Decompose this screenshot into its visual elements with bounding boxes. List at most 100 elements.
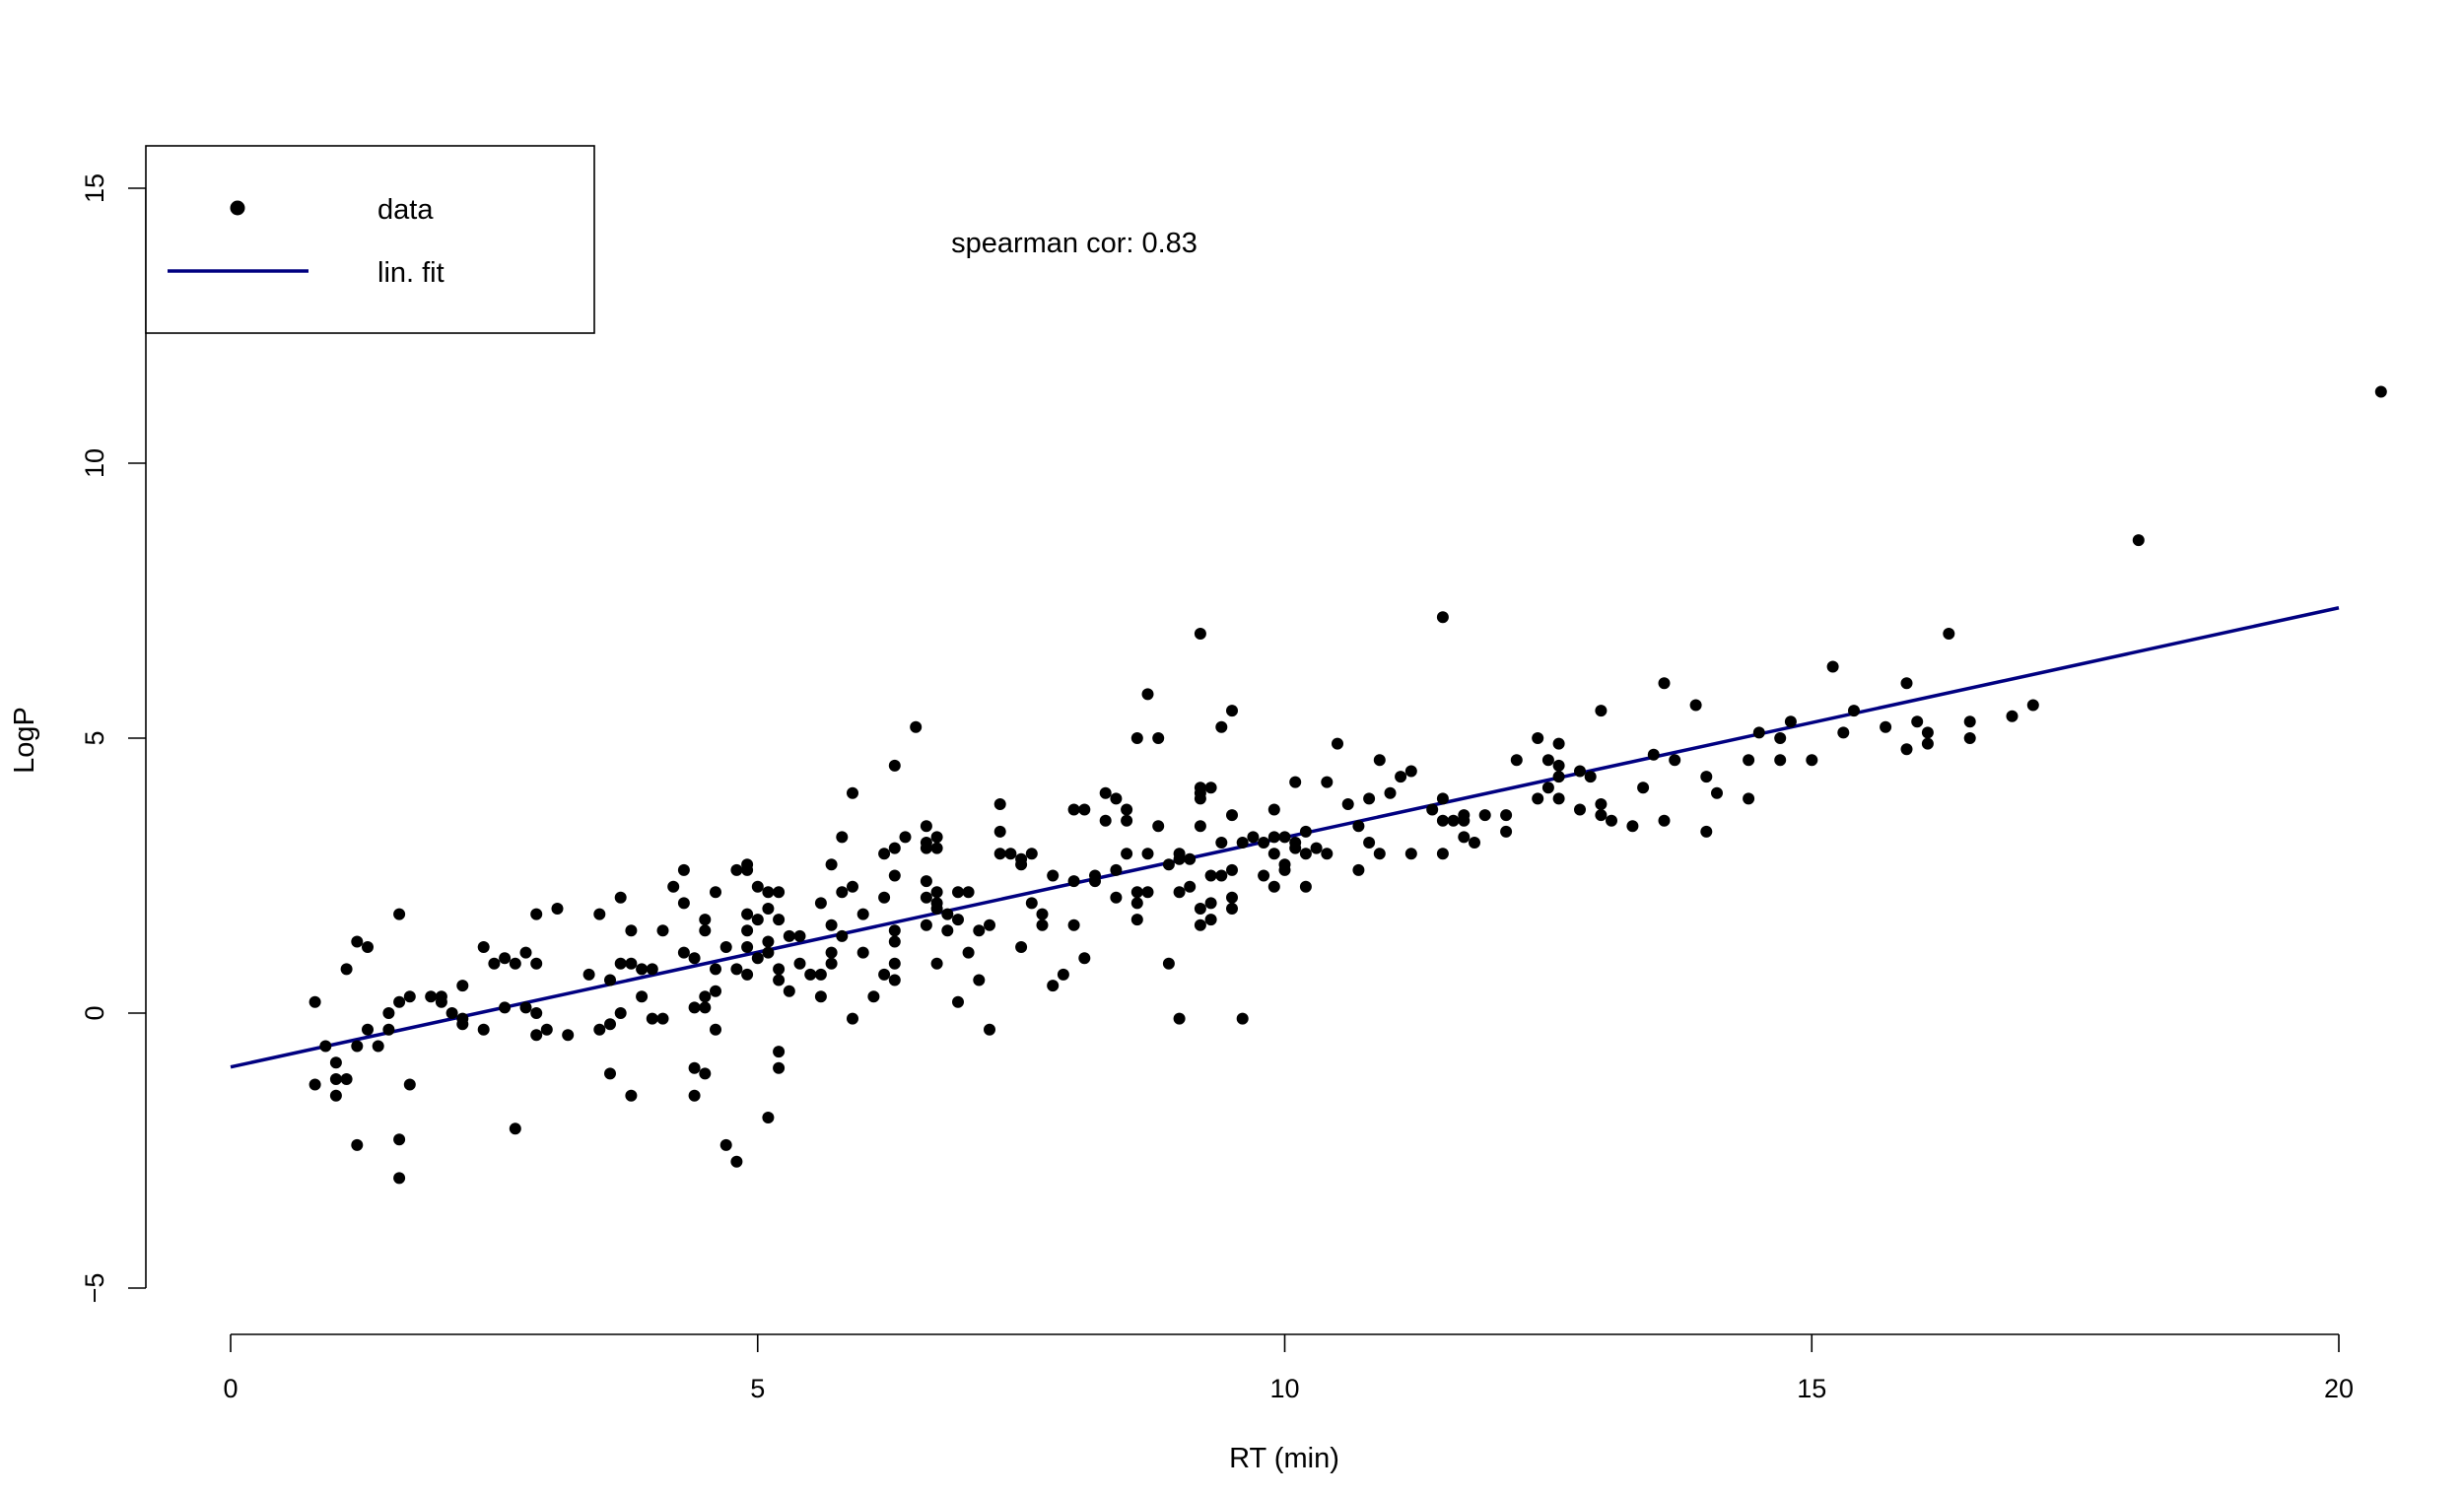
data-point: [1436, 848, 1449, 860]
data-point: [1711, 786, 1723, 799]
data-point: [530, 1029, 543, 1042]
data-point: [688, 1001, 701, 1014]
data-point: [762, 946, 775, 959]
data-point: [825, 957, 838, 970]
data-point: [1162, 858, 1175, 871]
data-point: [1025, 848, 1038, 860]
data-point: [847, 786, 858, 799]
data-point: [1341, 798, 1354, 810]
data-point: [1373, 848, 1386, 860]
data-point: [762, 1112, 775, 1123]
data-point: [403, 990, 416, 1003]
data-point: [614, 957, 627, 970]
data-point: [1215, 869, 1228, 882]
data-point: [1015, 941, 1028, 953]
data-point: [1204, 914, 1217, 926]
data-point: [636, 990, 649, 1003]
legend: data lin. fit: [145, 145, 595, 334]
data-point: [656, 1012, 669, 1025]
data-point: [1541, 782, 1554, 794]
data-point: [1743, 792, 1755, 805]
data-point: [1921, 737, 1934, 750]
data-point: [1204, 869, 1217, 882]
data-point: [1848, 705, 1860, 717]
data-point: [372, 1040, 384, 1053]
data-point: [688, 1089, 701, 1102]
data-point: [783, 985, 795, 997]
data-point: [1015, 858, 1028, 871]
data-point: [1943, 628, 1955, 640]
data-point: [856, 946, 869, 959]
data-point: [1194, 820, 1206, 833]
data-point: [1552, 792, 1565, 805]
legend-box: [145, 145, 595, 334]
data-point: [1584, 771, 1597, 783]
data-point: [456, 1018, 469, 1031]
data-point: [1121, 803, 1133, 816]
data-point: [540, 1023, 553, 1036]
data-point: [1110, 792, 1123, 805]
data-point: [751, 952, 764, 965]
data-point: [1658, 677, 1671, 690]
data-point: [825, 858, 838, 871]
data-point: [477, 941, 490, 953]
data-point: [920, 820, 932, 833]
data-point: [814, 968, 827, 981]
data-point: [362, 1023, 374, 1036]
data-point: [793, 957, 806, 970]
data-points-layer: [308, 385, 2387, 1185]
data-point: [1226, 891, 1238, 904]
data-point: [814, 990, 827, 1003]
y-ticks: −5 0 5 10 15: [80, 173, 146, 1303]
data-point: [1299, 848, 1312, 860]
data-point: [962, 886, 975, 899]
data-point: [993, 825, 1006, 838]
data-point: [1194, 786, 1206, 799]
data-point: [1626, 820, 1639, 833]
data-point: [1289, 842, 1302, 854]
data-point: [1921, 726, 1934, 739]
data-point: [351, 1138, 364, 1151]
data-point: [329, 1089, 342, 1102]
data-point: [403, 1078, 416, 1091]
data-point: [1384, 786, 1397, 799]
data-point: [1552, 759, 1565, 772]
data-point: [730, 963, 743, 976]
data-point: [1078, 952, 1091, 965]
data-point: [329, 1073, 342, 1085]
data-point: [509, 957, 521, 970]
data-point: [920, 891, 932, 904]
data-point: [1806, 754, 1818, 767]
data-point: [920, 875, 932, 888]
data-point: [1047, 869, 1060, 882]
data-point: [1184, 852, 1197, 865]
data-point: [888, 974, 901, 986]
data-point: [804, 968, 817, 981]
data-point: [1141, 886, 1154, 899]
data-point: [888, 759, 901, 772]
data-point: [1469, 837, 1480, 849]
data-point: [1236, 1012, 1249, 1025]
data-point: [1194, 918, 1206, 931]
data-point: [773, 886, 786, 899]
y-tick-label: −5: [80, 1273, 109, 1304]
x-tick-label: 15: [1797, 1374, 1826, 1403]
data-point: [867, 990, 880, 1003]
data-point: [530, 957, 543, 970]
data-point: [847, 1012, 858, 1025]
data-point: [710, 963, 721, 976]
x-axis: 0 5 10 15 20 RT (min): [223, 1333, 2354, 1474]
data-point: [984, 918, 995, 931]
data-point: [688, 952, 701, 965]
data-point: [1194, 903, 1206, 915]
data-point: [1184, 880, 1197, 893]
data-point: [1574, 803, 1586, 816]
x-tick-label: 20: [2324, 1374, 2354, 1403]
data-point: [1478, 809, 1491, 822]
data-point: [1121, 848, 1133, 860]
data-point: [1278, 863, 1291, 876]
data-point: [993, 848, 1006, 860]
data-point: [1267, 880, 1280, 893]
data-point: [1089, 875, 1101, 888]
data-point: [456, 980, 469, 992]
